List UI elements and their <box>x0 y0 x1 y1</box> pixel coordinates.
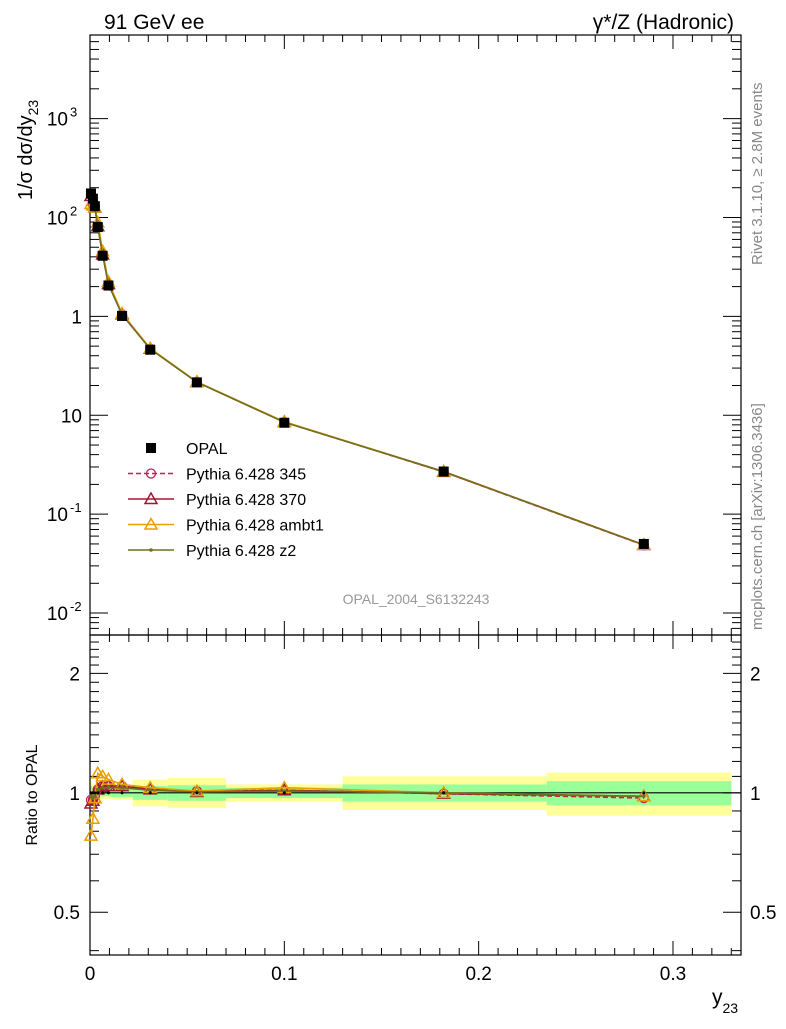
legend: OPAL Pythia 6.428 345 Pythia 6.428 370 Pyth… <box>128 441 324 560</box>
data-point <box>103 280 114 291</box>
y-tick-exponent: 2 <box>70 203 77 218</box>
legend-label-1: Pythia 6.428 345 <box>186 467 306 484</box>
y-tick-label: 10 <box>47 110 68 131</box>
ratio-data-point <box>195 791 199 795</box>
ratio-data-point <box>148 791 152 795</box>
ratio-data-point <box>442 791 446 795</box>
y-tick-label: 10 <box>47 208 68 229</box>
header-left: 91 GeV ee <box>104 11 204 34</box>
data-point <box>117 310 128 321</box>
ratio-point-3 <box>120 785 124 790</box>
ratio-data-point <box>642 791 646 795</box>
series-line-1 <box>90 195 645 546</box>
svg-text:y23: y23 <box>712 986 738 1016</box>
legend-label-3: Pythia 6.428 ambt1 <box>186 518 324 535</box>
ratio-point-2 <box>189 783 205 797</box>
ratio-point-2 <box>95 768 110 782</box>
y-tick-exponent: 3 <box>70 105 77 120</box>
legend-marker-4 <box>149 548 153 552</box>
ratio-tick-label-right: 1 <box>750 784 761 805</box>
ratio-data-point <box>120 791 124 795</box>
header-right: γ*/Z (Hadronic) <box>593 11 734 34</box>
ratio-point-3 <box>95 787 100 792</box>
data-point <box>89 201 100 212</box>
side-label-top: Rivet 3.1.10, ≥ 2.8M events <box>749 83 766 266</box>
ratio-point-3 <box>642 794 646 799</box>
ratio-tick-label: 1 <box>69 784 80 805</box>
data-point <box>85 188 96 199</box>
x-tick-label: 0.3 <box>660 964 686 985</box>
ratio-y-axis-title: Ratio to OPAL <box>24 744 41 845</box>
ratio-line-2 <box>90 771 644 836</box>
legend-marker-1 <box>145 468 157 479</box>
ratio-tick-label-right: 2 <box>750 664 761 685</box>
data-point <box>638 538 649 549</box>
y-axis-title-main: 1/σ dσ/dy <box>15 115 37 200</box>
ratio-tick-label: 0.5 <box>54 903 80 924</box>
ratio-data-point <box>282 791 286 795</box>
x-tick-label: 0.1 <box>271 964 297 985</box>
ratio-point-3 <box>93 794 97 799</box>
y-axis-title: 1/σ dσ/dy23 <box>15 100 41 201</box>
series-line-2 <box>90 203 645 546</box>
data-point <box>145 344 156 355</box>
ratio-data-point <box>106 791 110 795</box>
y-tick-label: 10 <box>47 505 68 526</box>
data-point <box>438 466 449 477</box>
svg-text:1/σ dσ/dy23: 1/σ dσ/dy23 <box>15 100 41 201</box>
data-point <box>279 417 290 428</box>
data-point <box>97 250 108 261</box>
legend-marker-0 <box>146 443 156 453</box>
series-line-0 <box>90 194 645 546</box>
x-axis-title-main: y <box>712 986 723 1009</box>
ratio-point-2 <box>83 828 99 841</box>
x-tick-label: 0 <box>85 964 96 985</box>
y-tick-exponent: -1 <box>70 500 82 515</box>
watermark: OPAL_2004_S6132243 <box>343 591 490 607</box>
legend-label-0: OPAL <box>186 441 228 458</box>
ratio-point-3 <box>100 785 105 790</box>
data-point <box>191 377 202 388</box>
series-line-3 <box>90 194 645 546</box>
y-tick-label: 1 <box>71 307 82 328</box>
x-axis-title-sub: 23 <box>723 1000 739 1016</box>
ratio-data-point <box>93 791 97 795</box>
ratio-point-2 <box>101 772 116 785</box>
legend-marker-2 <box>143 491 159 505</box>
legend-marker-3 <box>143 516 159 530</box>
ratio-point-2 <box>85 811 101 825</box>
ratio-point-1 <box>277 782 292 796</box>
y-tick-label: 10 <box>61 406 82 427</box>
ratio-point-3 <box>106 785 111 790</box>
ratio-data-point <box>96 791 100 795</box>
y-tick-exponent: -2 <box>70 599 82 614</box>
ratio-data-point <box>101 791 105 795</box>
y-axis-title-sub: 23 <box>25 100 41 116</box>
x-axis-title: y23 <box>712 986 738 1016</box>
legend-label-2: Pythia 6.428 370 <box>186 492 306 509</box>
ratio-tick-label: 2 <box>69 664 80 685</box>
y-tick-label: 10 <box>47 604 68 625</box>
data-point <box>87 193 98 204</box>
ratio-point-1 <box>101 778 116 792</box>
x-tick-label: 0.2 <box>465 964 491 985</box>
data-point <box>92 222 103 233</box>
ratio-tick-label-right: 0.5 <box>750 903 776 924</box>
side-label-bottom: mcplots.cern.ch [arXiv:1306.3436] <box>749 403 766 630</box>
legend-label-4: Pythia 6.428 z2 <box>186 543 296 560</box>
ratio-point-3 <box>148 788 153 793</box>
